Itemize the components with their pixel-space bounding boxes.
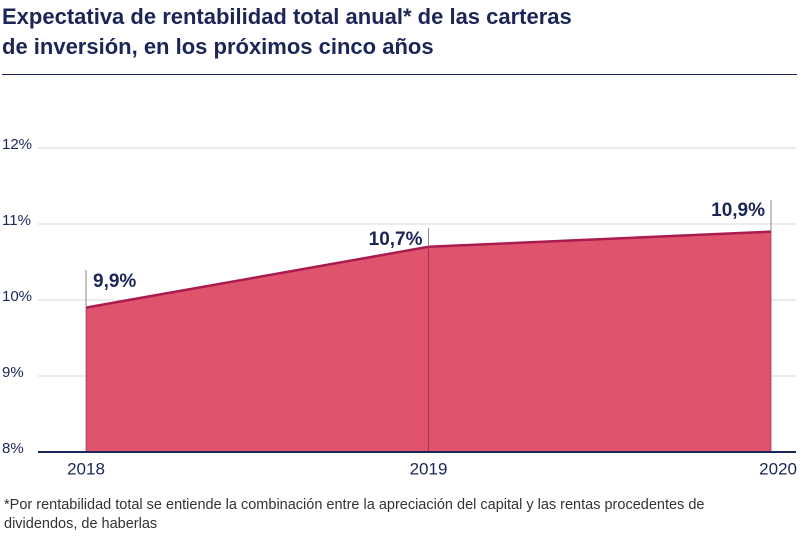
x-tick-label: 2018 (67, 459, 105, 478)
y-tick-label: 11% (2, 212, 31, 229)
value-label: 10,9% (711, 200, 765, 221)
y-tick-label: 10% (2, 288, 32, 305)
title-rule (2, 74, 797, 75)
x-tick-label: 2020 (759, 459, 797, 478)
y-tick-label: 9% (2, 364, 24, 381)
value-label: 10,7% (369, 229, 423, 250)
footnote: *Por rentabilidad total se entiende la c… (4, 497, 705, 532)
y-tick-label: 12% (2, 136, 32, 153)
y-tick-label: 8% (2, 440, 24, 457)
chart-title: Expectativa de rentabilidad total anual*… (2, 4, 572, 59)
x-tick-label: 2019 (410, 459, 448, 478)
value-label: 9,9% (93, 271, 136, 292)
chart: 8% 9% 10% 11% 12% 9,9% 2018 10,7% 2019 10,9% 2020 (2, 136, 797, 479)
